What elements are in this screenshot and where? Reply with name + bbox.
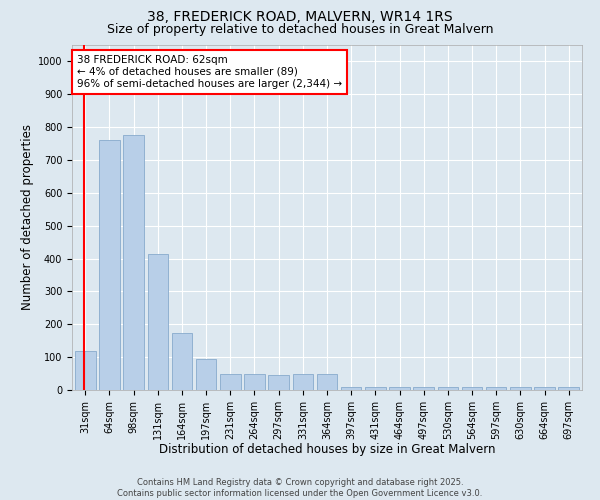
Bar xyxy=(268,374,289,390)
Bar xyxy=(389,388,410,390)
Bar xyxy=(124,136,144,390)
Bar xyxy=(317,374,337,390)
Bar xyxy=(196,359,217,390)
Bar xyxy=(172,332,192,390)
Bar xyxy=(341,388,361,390)
Bar xyxy=(293,374,313,390)
Bar xyxy=(244,374,265,390)
Text: 38 FREDERICK ROAD: 62sqm
← 4% of detached houses are smaller (89)
96% of semi-de: 38 FREDERICK ROAD: 62sqm ← 4% of detache… xyxy=(77,56,342,88)
Text: 38, FREDERICK ROAD, MALVERN, WR14 1RS: 38, FREDERICK ROAD, MALVERN, WR14 1RS xyxy=(147,10,453,24)
Bar xyxy=(220,374,241,390)
Bar xyxy=(99,140,120,390)
Y-axis label: Number of detached properties: Number of detached properties xyxy=(20,124,34,310)
Bar xyxy=(75,350,95,390)
Bar xyxy=(148,254,168,390)
Text: Size of property relative to detached houses in Great Malvern: Size of property relative to detached ho… xyxy=(107,22,493,36)
Bar xyxy=(486,388,506,390)
Text: Contains HM Land Registry data © Crown copyright and database right 2025.
Contai: Contains HM Land Registry data © Crown c… xyxy=(118,478,482,498)
Bar xyxy=(437,388,458,390)
Bar xyxy=(462,388,482,390)
Bar xyxy=(510,388,530,390)
X-axis label: Distribution of detached houses by size in Great Malvern: Distribution of detached houses by size … xyxy=(159,444,495,456)
Bar xyxy=(413,388,434,390)
Bar xyxy=(365,388,386,390)
Bar xyxy=(559,388,579,390)
Bar xyxy=(534,388,555,390)
